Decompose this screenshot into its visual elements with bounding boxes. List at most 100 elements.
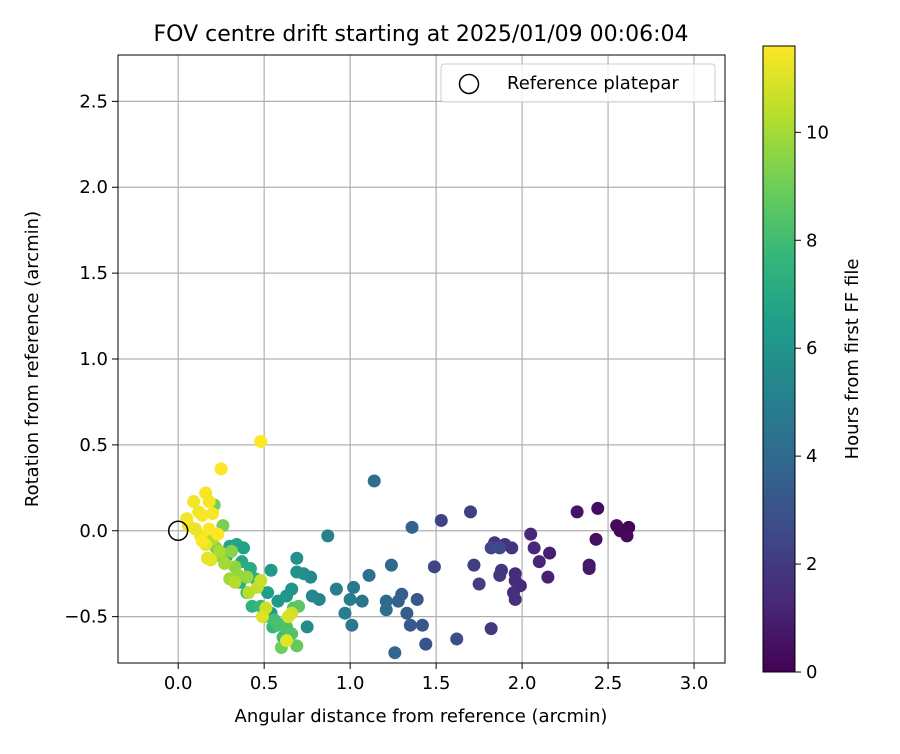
colorbar-label: Hours from first FF file (842, 259, 863, 460)
scatter-point (362, 568, 376, 582)
scatter-point (427, 560, 441, 574)
scatter-point (338, 606, 352, 620)
scatter-point (281, 610, 295, 624)
chart-title: FOV centre drift starting at 2025/01/09 … (154, 22, 689, 47)
reference-marker (167, 520, 189, 542)
scatter-point (391, 594, 405, 608)
scatter-point (290, 565, 304, 579)
scatter-point (300, 620, 314, 634)
scatter-point (620, 529, 634, 543)
legend-marker-icon (458, 73, 480, 95)
scatter-point (384, 558, 398, 572)
colorbar: 0 2 4 6 8 10 Hours from first FF file (762, 45, 863, 683)
scatter-point (224, 544, 238, 558)
scatter-point (419, 637, 433, 651)
scatter-point (345, 618, 359, 632)
scatter-point (570, 505, 584, 519)
plot-area: 0.0 0.5 1.0 1.5 2.0 2.5 3.0 −0.5 0.0 0.5 1.0 1.5 2.… (64, 54, 726, 694)
scatter-point (290, 551, 304, 565)
scatter-point (400, 606, 414, 620)
y-tick-label: −0.5 (64, 607, 108, 628)
scatter-point (472, 577, 486, 591)
scatter-point (508, 574, 522, 588)
x-tick-label: 0.5 (250, 673, 279, 694)
scatter-point (240, 570, 254, 584)
legend: Reference platepar (440, 63, 716, 103)
colorbar-gradient (763, 46, 795, 672)
y-tick-label: 2.0 (79, 177, 108, 198)
scatter-point (218, 556, 232, 570)
scatter-point (541, 570, 555, 584)
x-tick-label: 2.5 (594, 673, 623, 694)
colorbar-tick-label: 10 (806, 122, 829, 143)
scatter-point (200, 551, 214, 565)
scatter-point (290, 639, 304, 653)
colorbar-tick-label: 2 (806, 554, 817, 575)
scatter-point (343, 592, 357, 606)
scatter-point (271, 594, 285, 608)
scatter-point (450, 632, 464, 646)
scatter-point (255, 610, 269, 624)
scatter-point (591, 501, 605, 515)
scatter-point (367, 474, 381, 488)
y-tick-label: 0.0 (79, 521, 108, 542)
scatter-point (187, 495, 201, 509)
scatter-point (195, 508, 209, 522)
legend-entry-label: Reference platepar (507, 73, 679, 94)
scatter-point (329, 582, 343, 596)
scatter-point (379, 603, 393, 617)
scatter-point (211, 527, 225, 541)
x-axis-ticks: 0.0 0.5 1.0 1.5 2.0 2.5 3.0 (164, 663, 709, 694)
scatter-point (347, 580, 361, 594)
grid (118, 55, 725, 663)
x-tick-label: 1.5 (422, 673, 451, 694)
scatter-point (206, 507, 220, 521)
x-axis-label: Angular distance from reference (arcmin) (235, 706, 608, 727)
x-tick-label: 1.0 (336, 673, 365, 694)
scatter-point (280, 634, 294, 648)
colorbar-ticks: 0 2 4 6 8 10 (795, 122, 829, 683)
scatter-point (254, 434, 268, 448)
x-tick-label: 2.0 (508, 673, 537, 694)
scatter-point (305, 589, 319, 603)
scatter-point (493, 541, 507, 555)
scatter-point (610, 519, 624, 533)
y-tick-label: 0.5 (79, 435, 108, 456)
scatter-point (532, 555, 546, 569)
scatter-point (434, 513, 448, 527)
scatter-point (582, 562, 596, 576)
scatter-point (543, 546, 557, 560)
scatter-point (410, 592, 424, 606)
scatter-point (214, 462, 228, 476)
legend-box (440, 63, 716, 103)
y-tick-label: 1.5 (79, 263, 108, 284)
colorbar-tick-label: 0 (806, 662, 817, 683)
scatter-point (195, 534, 209, 548)
scatter-point (321, 529, 335, 543)
colorbar-frame (762, 45, 796, 673)
scatter-point (527, 541, 541, 555)
scatter-point (388, 646, 402, 660)
scatter-point (180, 512, 194, 526)
y-tick-label: 2.5 (79, 91, 108, 112)
scatter-point (405, 520, 419, 534)
scatter-point (467, 558, 481, 572)
scatter-point (202, 495, 216, 509)
scatter-point (212, 544, 226, 558)
scatter-point (524, 527, 538, 541)
y-tick-label: 1.0 (79, 349, 108, 370)
scatter-points (180, 434, 636, 660)
colorbar-tick-label: 8 (806, 230, 817, 251)
scatter-point (415, 618, 429, 632)
scatter-point (589, 532, 603, 546)
scatter-point (228, 575, 242, 589)
y-axis-label: Rotation from reference (arcmin) (22, 211, 43, 507)
scatter-point (508, 592, 522, 606)
scatter-point (464, 505, 478, 519)
scatter-point (261, 586, 275, 600)
scatter-point (254, 574, 268, 588)
x-tick-label: 3.0 (680, 673, 709, 694)
scatter-point (403, 618, 417, 632)
x-tick-label: 0.0 (164, 673, 193, 694)
